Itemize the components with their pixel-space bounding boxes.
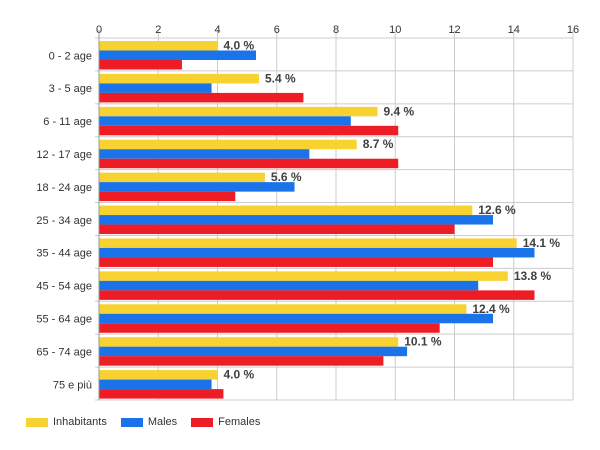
legend-swatch <box>191 417 214 427</box>
data-label: 14.1 % <box>523 236 561 250</box>
bar-inhabitants <box>99 172 265 183</box>
bar-females <box>99 290 535 300</box>
category-label: 75 e più <box>53 379 92 391</box>
x-tick-label: 12 <box>448 24 460 36</box>
bar-males <box>99 247 535 258</box>
bar-females <box>99 191 236 202</box>
category-label: 18 - 24 age <box>36 182 92 194</box>
legend-item: Females <box>191 416 260 428</box>
bar-males <box>99 346 408 357</box>
category-label: 0 - 2 age <box>49 50 92 62</box>
data-label: 8.7 % <box>363 137 394 151</box>
bar-males <box>99 215 494 225</box>
data-label: 12.6 % <box>478 203 516 217</box>
bar-inhabitants <box>99 73 259 84</box>
bar-inhabitants <box>99 106 378 117</box>
bar-inhabitants <box>99 271 508 281</box>
bar-females <box>99 60 182 70</box>
bar-females <box>99 389 224 399</box>
bar-males <box>99 50 257 60</box>
category-label: 35 - 44 age <box>36 248 92 260</box>
bar-inhabitants <box>99 337 399 347</box>
bar-females <box>99 323 440 333</box>
category-label: 25 - 34 age <box>36 215 92 227</box>
data-label: 5.4 % <box>265 71 296 85</box>
category-label: 55 - 64 age <box>36 314 92 326</box>
bar-males <box>99 182 295 192</box>
data-label: 4.0 % <box>224 368 255 382</box>
legend-item: Inhabitants <box>26 416 107 428</box>
bar-males <box>99 149 310 159</box>
bar-inhabitants <box>99 238 517 248</box>
bar-males <box>99 280 479 291</box>
bar-inhabitants <box>99 370 218 380</box>
category-label: 65 - 74 age <box>36 346 92 358</box>
bar-inhabitants <box>99 304 467 314</box>
legend-swatch <box>120 417 143 427</box>
bar-inhabitants <box>99 205 473 216</box>
data-label: 5.6 % <box>271 170 302 184</box>
x-tick-label: 10 <box>389 24 401 36</box>
x-tick-label: 4 <box>214 24 220 36</box>
bar-females <box>99 158 399 169</box>
legend-swatch <box>26 417 48 427</box>
bar-females <box>99 125 399 136</box>
bar-females <box>99 356 384 366</box>
bar-males <box>99 116 351 126</box>
data-label: 13.8 % <box>514 269 552 283</box>
legend-label: Inhabitants <box>53 416 107 428</box>
category-label: 12 - 17 age <box>36 149 92 161</box>
x-tick-label: 14 <box>508 24 520 36</box>
data-label: 9.4 % <box>383 104 414 118</box>
legend-label: Males <box>147 416 178 428</box>
bar-inhabitants <box>99 41 218 51</box>
x-tick-label: 2 <box>155 24 161 36</box>
data-label: 4.0 % <box>224 39 255 53</box>
category-label: 3 - 5 age <box>49 83 92 95</box>
bar-males <box>99 313 494 324</box>
bar-females <box>99 92 304 103</box>
data-label: 12.4 % <box>472 302 510 316</box>
x-tick-label: 8 <box>333 24 339 36</box>
bar-females <box>99 257 494 267</box>
bar-females <box>99 224 455 235</box>
category-label: 6 - 11 age <box>43 116 92 128</box>
legend: Inhabitants Males Females <box>26 416 274 428</box>
legend-label: Females <box>218 416 261 428</box>
bar-males <box>99 83 212 93</box>
bar-inhabitants <box>99 139 357 150</box>
legend-item: Males <box>120 416 178 428</box>
x-tick-label: 16 <box>567 24 579 36</box>
bar-males <box>99 379 212 390</box>
x-tick-label: 6 <box>274 24 280 36</box>
category-label: 45 - 54 age <box>36 281 92 293</box>
data-label: 10.1 % <box>404 335 442 349</box>
